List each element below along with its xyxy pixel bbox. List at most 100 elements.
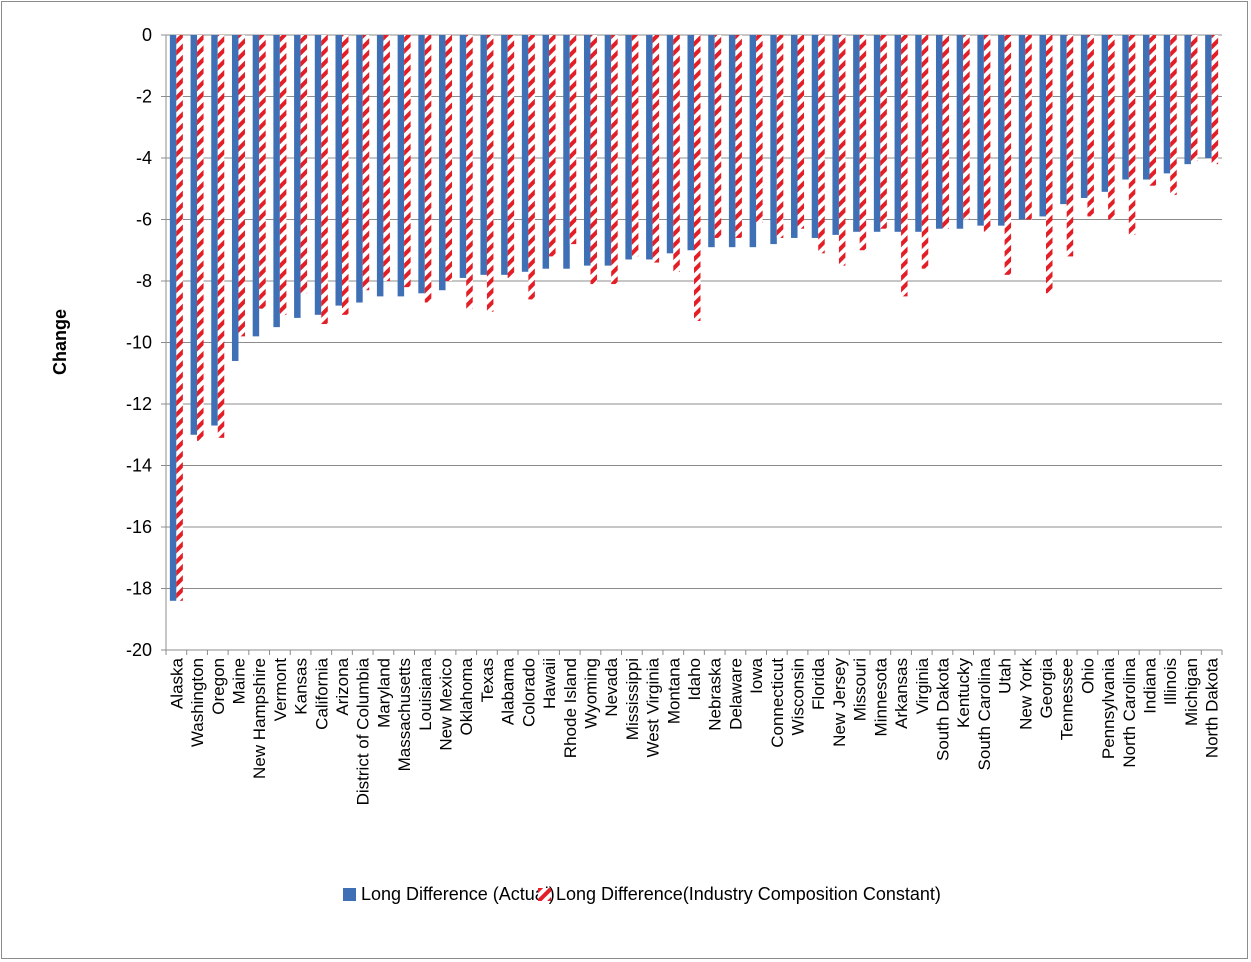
x-tick-label: Illinois bbox=[1161, 658, 1180, 705]
bar-constant bbox=[673, 35, 680, 272]
x-tick-label: North Carolina bbox=[1120, 657, 1139, 767]
x-tick-label: District of Columbia bbox=[354, 657, 373, 805]
bar-actual bbox=[252, 35, 260, 337]
x-tick-label: South Carolina bbox=[975, 657, 994, 770]
bar-constant bbox=[507, 35, 515, 278]
x-tick-label: Wyoming bbox=[581, 658, 600, 729]
bar-constant bbox=[611, 35, 618, 285]
bar-actual bbox=[894, 35, 902, 232]
axes bbox=[161, 34, 1223, 655]
bar-constant bbox=[694, 35, 701, 321]
bar-constant bbox=[1149, 35, 1157, 186]
bar-constant bbox=[1025, 35, 1032, 220]
bar-actual bbox=[211, 35, 218, 426]
x-tick-label: New Mexico bbox=[437, 658, 456, 751]
bar-constant bbox=[279, 35, 287, 315]
x-tick-label: Montana bbox=[664, 657, 683, 724]
x-tick-label: Indiana bbox=[1141, 657, 1160, 713]
x-tick-label: Kansas bbox=[292, 658, 311, 715]
bar-actual bbox=[1039, 35, 1046, 217]
bar-actual bbox=[811, 35, 819, 238]
bar-constant bbox=[714, 35, 722, 238]
bar-actual bbox=[169, 35, 177, 601]
bar-constant bbox=[963, 35, 970, 220]
y-tick-label: -4 bbox=[136, 148, 152, 168]
x-tick-label: Louisiana bbox=[416, 657, 435, 730]
bar-constant bbox=[838, 35, 846, 266]
bar-actual bbox=[1018, 35, 1026, 220]
bar-actual bbox=[294, 35, 301, 318]
y-tick-label: -2 bbox=[136, 87, 152, 107]
x-tick-label: Texas bbox=[478, 658, 497, 702]
legend-swatch-constant bbox=[538, 888, 551, 901]
y-tick-label: -8 bbox=[136, 271, 152, 291]
bar-actual bbox=[501, 35, 508, 275]
x-tick-label: Colorado bbox=[519, 658, 538, 727]
x-tick-label: Mississippi bbox=[623, 658, 642, 740]
x-tick-label: Alabama bbox=[499, 657, 518, 725]
bar-constant bbox=[1087, 35, 1094, 217]
bar-constant bbox=[321, 35, 328, 325]
bar-actual bbox=[604, 35, 612, 266]
x-tick-label: Vermont bbox=[271, 658, 290, 722]
x-tick-label: Wisconsin bbox=[789, 658, 808, 735]
bar-constant bbox=[1190, 35, 1198, 162]
legend: Long Difference (Actual) Long Difference… bbox=[343, 884, 941, 904]
bar-constant bbox=[238, 35, 245, 337]
x-tick-label: North Dakota bbox=[1203, 657, 1222, 758]
bar-constant bbox=[1211, 35, 1219, 165]
legend-label-constant: Long Difference(Industry Composition Con… bbox=[556, 884, 941, 904]
bar-actual bbox=[687, 35, 694, 251]
bar-constant bbox=[652, 35, 660, 263]
x-tick-label: Kentucky bbox=[954, 658, 973, 728]
bar-actual bbox=[935, 35, 943, 229]
y-tick-label: -6 bbox=[136, 210, 152, 230]
bar-constant bbox=[756, 35, 763, 223]
bar-actual bbox=[335, 35, 342, 306]
x-tick-label: Iowa bbox=[747, 657, 766, 693]
bar-actual bbox=[439, 35, 446, 291]
bar-actual bbox=[646, 35, 653, 260]
x-tick-label: Alaska bbox=[167, 657, 186, 709]
bar-actual bbox=[563, 35, 570, 269]
category-labels: Alaska Washington Oregon Maine New Hampshire… bbox=[167, 657, 1221, 805]
x-tick-label: Arizona bbox=[333, 657, 352, 715]
bar-actual bbox=[956, 35, 964, 229]
bar-actual bbox=[791, 35, 798, 238]
bar-constant bbox=[590, 35, 597, 285]
bar-constant bbox=[735, 35, 742, 238]
bar-constant bbox=[383, 35, 390, 281]
bar-actual bbox=[480, 35, 487, 275]
x-tick-label: New Jersey bbox=[830, 658, 849, 747]
bar-constant bbox=[1108, 35, 1115, 220]
bar-constant bbox=[342, 35, 349, 315]
bar-actual bbox=[273, 35, 280, 328]
bar-constant bbox=[901, 35, 908, 297]
bar-actual bbox=[625, 35, 632, 260]
bar-constant bbox=[362, 35, 370, 291]
x-tick-label: California bbox=[312, 657, 331, 729]
y-tick-label: 0 bbox=[142, 25, 152, 45]
bar-constant bbox=[466, 35, 473, 309]
bar-actual bbox=[583, 35, 591, 266]
bar-constant bbox=[486, 35, 494, 312]
x-tick-label: Washington bbox=[188, 658, 207, 747]
y-tick-label: -16 bbox=[126, 517, 152, 537]
x-tick-label: Florida bbox=[809, 657, 828, 710]
bar-actual bbox=[853, 35, 860, 232]
bar-constant bbox=[859, 35, 867, 251]
bar-actual bbox=[1163, 35, 1171, 174]
bar-actual bbox=[873, 35, 881, 232]
bar-constant bbox=[424, 35, 432, 303]
x-tick-label: Missouri bbox=[851, 658, 870, 721]
x-tick-label: West Virginia bbox=[644, 657, 663, 757]
bar-actual bbox=[1205, 35, 1212, 158]
x-tick-label: Nebraska bbox=[706, 657, 725, 730]
bar-constant bbox=[445, 35, 453, 281]
bar-constant bbox=[1046, 35, 1053, 294]
x-tick-label: Hawaii bbox=[540, 658, 559, 709]
bar-actual bbox=[542, 35, 550, 269]
